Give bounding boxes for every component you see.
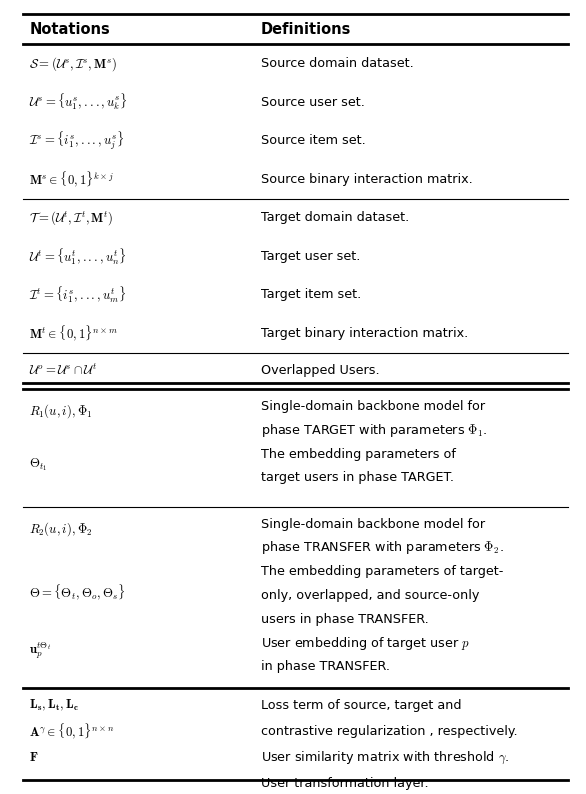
Text: Target domain dataset.: Target domain dataset. xyxy=(261,211,409,224)
Text: $\Theta = \{\Theta_t, \Theta_o, \Theta_s\}$: $\Theta = \{\Theta_t, \Theta_o, \Theta_s… xyxy=(29,583,126,602)
Text: Target item set.: Target item set. xyxy=(261,288,361,301)
Text: Single-domain backbone model for: Single-domain backbone model for xyxy=(261,400,485,413)
Text: User embedding of target user $p$: User embedding of target user $p$ xyxy=(261,634,469,652)
Text: $\mathbf{M}^t \in \{0,1\}^{n\times m}$: $\mathbf{M}^t \in \{0,1\}^{n\times m}$ xyxy=(29,323,118,343)
Text: Target user set.: Target user set. xyxy=(261,250,360,263)
Text: Loss term of source, target and: Loss term of source, target and xyxy=(261,699,461,711)
Text: only, overlapped, and source-only: only, overlapped, and source-only xyxy=(261,589,479,602)
Text: $\mathcal{I}^t = \{i_1^s, ..., u_m^t\}$: $\mathcal{I}^t = \{i_1^s, ..., u_m^t\}$ xyxy=(29,284,127,305)
Text: Single-domain backbone model for: Single-domain backbone model for xyxy=(261,518,485,530)
Text: Definitions: Definitions xyxy=(261,22,351,37)
Text: $\mathcal{S} = (\mathcal{U}^s, \mathcal{I}^s, \mathbf{M}^s)$: $\mathcal{S} = (\mathcal{U}^s, \mathcal{… xyxy=(29,55,117,72)
Text: The embedding parameters of: The embedding parameters of xyxy=(261,448,456,461)
Text: Source binary interaction matrix.: Source binary interaction matrix. xyxy=(261,173,472,186)
Text: $\mathcal{U}^o = \mathcal{U}^s \cap \mathcal{U}^t$: $\mathcal{U}^o = \mathcal{U}^s \cap \mat… xyxy=(29,363,98,379)
Text: Source domain dataset.: Source domain dataset. xyxy=(261,57,414,70)
Text: contrastive regularization , respectively.: contrastive regularization , respectivel… xyxy=(261,725,517,738)
Text: Target binary interaction matrix.: Target binary interaction matrix. xyxy=(261,327,468,340)
Text: Source user set.: Source user set. xyxy=(261,96,364,109)
Text: users in phase TRANSFER.: users in phase TRANSFER. xyxy=(261,613,428,626)
Text: $\mathbf{A}^{\gamma} \in \{0,1\}^{n\times n}$: $\mathbf{A}^{\gamma} \in \{0,1\}^{n\time… xyxy=(29,722,114,741)
Text: $\Theta_{t_1}$: $\Theta_{t_1}$ xyxy=(29,456,47,473)
Text: User transformation layer.: User transformation layer. xyxy=(261,777,428,790)
Text: target users in phase TARGET.: target users in phase TARGET. xyxy=(261,472,454,484)
Text: Source item set.: Source item set. xyxy=(261,134,366,147)
Text: Notations: Notations xyxy=(29,22,110,37)
Text: $R_2(u,i), \Phi_2$: $R_2(u,i), \Phi_2$ xyxy=(29,520,93,538)
Text: $\mathbf{L_s}, \mathbf{L_t}, \mathbf{L_c}$: $\mathbf{L_s}, \mathbf{L_t}, \mathbf{L_c… xyxy=(29,697,80,713)
Text: phase TARGET with parameters $\Phi_1$.: phase TARGET with parameters $\Phi_1$. xyxy=(261,422,488,439)
Text: $\mathbf{u}_p^{t\Theta_t}$: $\mathbf{u}_p^{t\Theta_t}$ xyxy=(29,641,52,661)
Text: Overlapped Users.: Overlapped Users. xyxy=(261,364,379,377)
Text: $\mathcal{T} = (\mathcal{U}^t, \mathcal{I}^t, \mathbf{M}^t)$: $\mathcal{T} = (\mathcal{U}^t, \mathcal{… xyxy=(29,209,114,227)
Text: $R_1(u,i), \Phi_1$: $R_1(u,i), \Phi_1$ xyxy=(29,403,93,420)
Text: in phase TRANSFER.: in phase TRANSFER. xyxy=(261,661,390,673)
Text: $\mathcal{I}^s = \{i_1^s, ..., u_j^s\}$: $\mathcal{I}^s = \{i_1^s, ..., u_j^s\}$ xyxy=(29,129,125,152)
Text: $\mathbf{F}$: $\mathbf{F}$ xyxy=(29,751,39,764)
Text: $\mathbf{M}^s \in \{0,1\}^{k\times j}$: $\mathbf{M}^s \in \{0,1\}^{k\times j}$ xyxy=(29,169,114,189)
Text: phase TRANSFER with parameters $\Phi_2$.: phase TRANSFER with parameters $\Phi_2$. xyxy=(261,539,503,557)
Text: $\mathcal{U}^t = \{u_1^t, ..., u_n^t\}$: $\mathcal{U}^t = \{u_1^t, ..., u_n^t\}$ xyxy=(29,246,127,267)
Text: The embedding parameters of target-: The embedding parameters of target- xyxy=(261,565,503,578)
Text: $\mathcal{U}^s = \{u_1^s, ..., u_k^s\}$: $\mathcal{U}^s = \{u_1^s, ..., u_k^s\}$ xyxy=(29,92,128,113)
Text: User similarity matrix with threshold $\gamma$.: User similarity matrix with threshold $\… xyxy=(261,750,509,765)
